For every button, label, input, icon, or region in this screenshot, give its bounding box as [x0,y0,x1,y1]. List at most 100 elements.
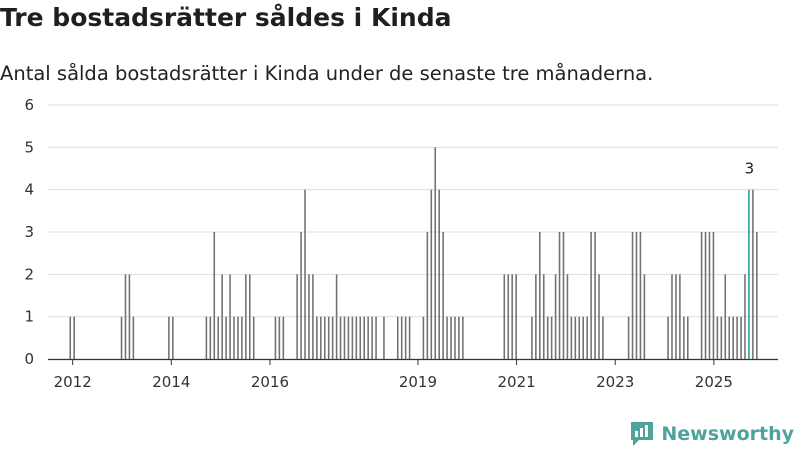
bar [724,274,727,359]
x-tick-label-2019: 2019 [399,373,437,391]
bar [570,316,573,359]
bar [503,274,506,359]
bar [704,232,707,359]
bar [639,232,642,359]
data-label: 3 [745,160,755,178]
bar [708,232,711,359]
bar [442,232,444,359]
bar [351,316,354,359]
bar [574,316,577,359]
bar [375,316,377,359]
bar [132,316,135,359]
bar [73,316,75,359]
bar [430,189,433,359]
bar [213,232,216,359]
x-tick-label-2021: 2021 [497,373,535,391]
brand-name: Newsworthy [661,423,794,445]
bar [434,147,437,359]
bar [716,316,719,359]
bar [229,274,231,359]
bar [404,316,407,359]
bar [450,316,452,359]
bar [128,274,131,359]
bar [408,316,411,359]
bar [531,316,533,359]
bar [542,274,545,359]
bar [728,316,730,359]
bar [558,232,561,359]
bar [320,316,322,359]
bar [582,316,584,359]
bar [371,316,373,359]
bar [209,316,212,359]
bar [359,316,362,359]
bar [339,316,342,359]
y-tick-label-1: 1 [24,308,34,326]
bar [667,316,669,359]
bar [241,316,243,359]
bar [205,316,208,359]
bar [367,316,369,359]
bar [594,232,596,359]
bar [316,316,318,359]
bar [331,316,334,359]
y-tick-label-4: 4 [24,181,34,199]
bar [590,232,592,359]
x-tick-label-2023: 2023 [596,373,634,391]
bar [225,316,227,359]
bar [546,316,549,359]
bar [671,274,673,359]
bar [278,316,281,359]
bar [282,316,285,359]
bar [296,274,298,359]
bar [511,274,513,359]
bar [515,274,517,359]
bar [700,232,703,359]
bar [446,316,448,359]
bar [458,316,460,359]
bar [550,316,553,359]
bar [396,316,399,359]
bar [683,316,685,359]
bar [308,274,310,359]
data-labels: 3 [745,160,755,178]
bar [679,274,681,359]
bar [304,189,306,359]
y-tick-label-6: 6 [24,96,34,114]
bar [756,232,758,359]
bar [168,316,170,359]
y-tick-label-2: 2 [24,265,34,283]
bar [740,316,742,359]
bar [566,274,569,359]
bar [602,316,604,359]
bar [712,232,715,359]
bar [400,316,403,359]
bar [748,189,750,359]
y-tick-label-0: 0 [24,350,34,368]
bar [736,316,738,359]
bar [172,316,174,359]
x-tick-label-2025: 2025 [695,373,733,391]
bar [312,274,314,359]
bar [554,274,557,359]
bar [462,316,464,359]
bar [539,232,541,359]
bar [454,316,456,359]
bar [426,232,429,359]
bar [422,316,425,359]
x-tick-label-2016: 2016 [251,373,289,391]
bar [69,316,72,359]
bar [347,316,350,359]
bar [643,274,646,359]
bar [744,274,746,359]
bar [675,274,677,359]
chart-subtitle: Antal sålda bostadsrätter i Kinda under … [0,62,654,85]
newsworthy-logo-icon [631,422,654,446]
bar [300,232,302,359]
bar [732,316,734,359]
bar-chart: 0 1 2 3 4 5 6 2012 2014 2016 2019 2021 2023 2025 3 [24,96,778,391]
bar [627,316,630,359]
bar [120,316,123,359]
bar [252,316,255,359]
bar [363,316,365,359]
